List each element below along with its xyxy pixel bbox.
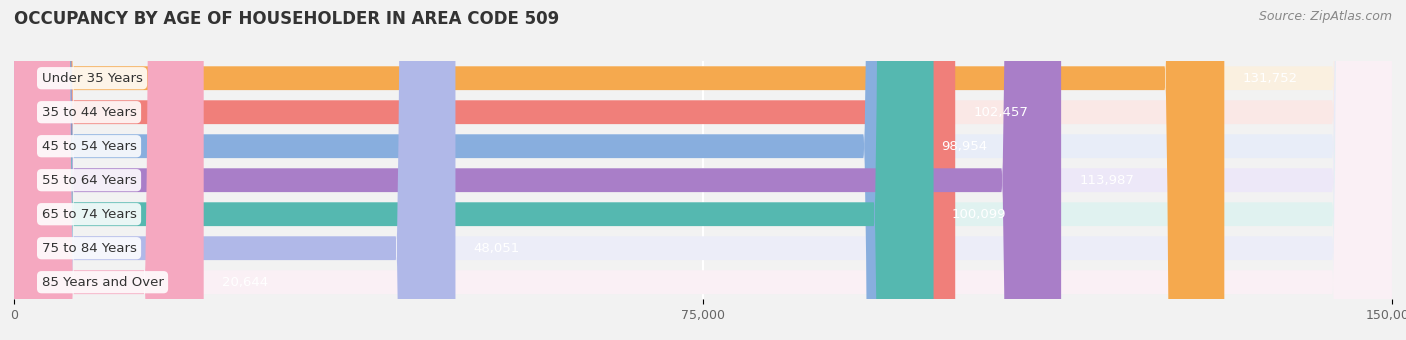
Text: 35 to 44 Years: 35 to 44 Years: [42, 106, 136, 119]
Text: 100,099: 100,099: [952, 208, 1007, 221]
FancyBboxPatch shape: [14, 0, 204, 340]
Text: 75 to 84 Years: 75 to 84 Years: [42, 242, 136, 255]
Text: Source: ZipAtlas.com: Source: ZipAtlas.com: [1258, 10, 1392, 23]
FancyBboxPatch shape: [14, 0, 1392, 340]
FancyBboxPatch shape: [14, 0, 1062, 340]
Text: 45 to 54 Years: 45 to 54 Years: [42, 140, 136, 153]
Text: 113,987: 113,987: [1080, 174, 1135, 187]
Text: 85 Years and Over: 85 Years and Over: [42, 276, 163, 289]
FancyBboxPatch shape: [14, 0, 934, 340]
Text: OCCUPANCY BY AGE OF HOUSEHOLDER IN AREA CODE 509: OCCUPANCY BY AGE OF HOUSEHOLDER IN AREA …: [14, 10, 560, 28]
Text: 20,644: 20,644: [222, 276, 269, 289]
Text: 102,457: 102,457: [973, 106, 1028, 119]
FancyBboxPatch shape: [14, 0, 1392, 340]
Text: 55 to 64 Years: 55 to 64 Years: [42, 174, 136, 187]
Text: 131,752: 131,752: [1243, 72, 1298, 85]
FancyBboxPatch shape: [14, 0, 1392, 340]
Text: 65 to 74 Years: 65 to 74 Years: [42, 208, 136, 221]
Text: 98,954: 98,954: [942, 140, 987, 153]
FancyBboxPatch shape: [14, 0, 1225, 340]
FancyBboxPatch shape: [14, 0, 1392, 340]
FancyBboxPatch shape: [14, 0, 955, 340]
FancyBboxPatch shape: [14, 0, 1392, 340]
FancyBboxPatch shape: [14, 0, 1392, 340]
Text: 48,051: 48,051: [474, 242, 520, 255]
FancyBboxPatch shape: [14, 0, 1392, 340]
FancyBboxPatch shape: [14, 0, 456, 340]
Text: Under 35 Years: Under 35 Years: [42, 72, 142, 85]
FancyBboxPatch shape: [14, 0, 922, 340]
